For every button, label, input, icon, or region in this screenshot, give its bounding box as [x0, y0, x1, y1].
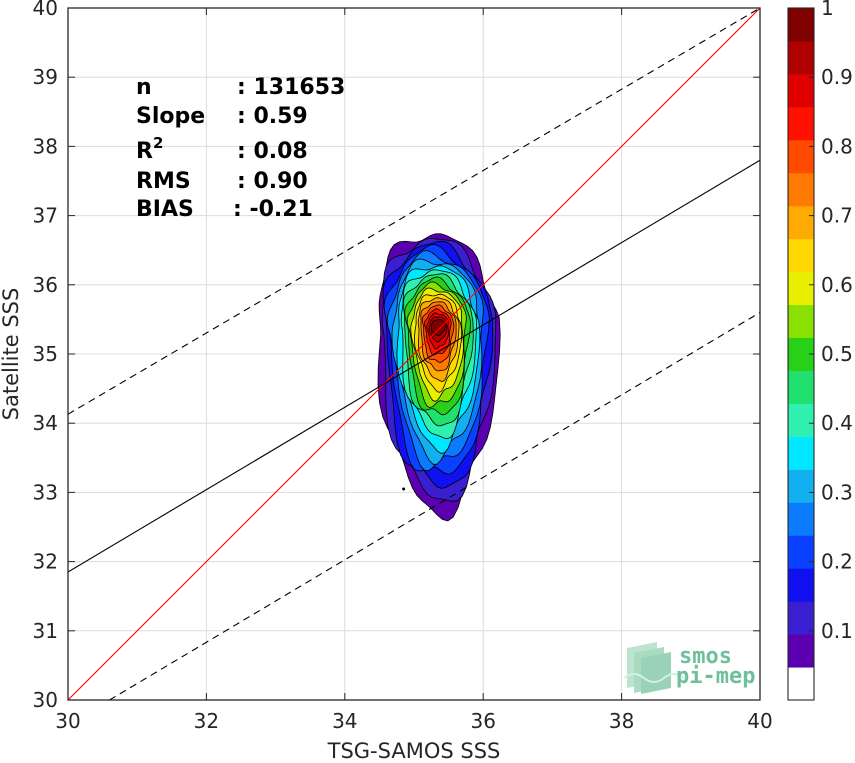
- smos-pi-mep-logo: smos pi-mep: [623, 642, 755, 694]
- x-tick-label: 30: [55, 709, 80, 733]
- stat-r2-value: : 0.08: [237, 139, 308, 164]
- colorbar-segment: [788, 502, 814, 536]
- x-tick-label: 36: [470, 709, 495, 733]
- colorbar-segment: [788, 139, 814, 174]
- colorbar-tick-label: 0.1: [821, 619, 853, 643]
- colorbar-tick-label: 0.2: [821, 550, 853, 574]
- x-tick-label: 32: [194, 709, 219, 733]
- colorbar-segment: [788, 469, 814, 503]
- x-axis-ticks: 30 32 34 36 38 40: [55, 8, 773, 733]
- colorbar-tick-label: 0.7: [821, 204, 853, 228]
- x-tick-label: 40: [747, 709, 772, 733]
- stats-block: n : 131653 Slope : 0.59 R2 : 0.08 RMS : …: [136, 75, 345, 222]
- colorbar-segment: [788, 238, 814, 273]
- y-tick-label: 32: [33, 550, 58, 574]
- colorbar-segment: [788, 271, 814, 306]
- y-tick-label: 35: [33, 342, 58, 366]
- x-axis-label: TSG-SAMOS SSS: [327, 739, 501, 763]
- one-to-one-line: [68, 8, 760, 700]
- regression-line: [68, 159, 760, 573]
- y-tick-label: 38: [33, 134, 58, 158]
- colorbar-segment: [788, 535, 814, 569]
- colorbar-segment: [788, 634, 814, 668]
- x-tick-label: 34: [332, 709, 357, 733]
- colorbar-tick-label: 0.4: [821, 411, 853, 435]
- logo-wave-icon: [623, 642, 685, 694]
- lower-bound-line: [109, 312, 760, 700]
- colorbar-segment: [788, 370, 814, 404]
- stat-r2-label: R2: [136, 134, 163, 164]
- y-axis-label: Satellite SSS: [0, 288, 23, 421]
- colorbar-tick-label: 1: [821, 0, 834, 20]
- stat-bias-label: BIAS: [136, 197, 194, 222]
- y-tick-label: 39: [33, 65, 58, 89]
- colorbar-tick-label: 0.5: [821, 342, 853, 366]
- colorbar-tick-label: 0.9: [821, 65, 853, 89]
- y-tick-label: 33: [33, 480, 58, 504]
- logo-line1: smos: [679, 644, 732, 669]
- colorbar-segment: [788, 601, 814, 635]
- y-tick-label: 31: [33, 619, 58, 643]
- stat-rms-value: : 0.90: [237, 169, 308, 194]
- x-tick-label: 38: [609, 709, 634, 733]
- colorbar-segment: [788, 73, 814, 108]
- colorbar-segment: [788, 667, 814, 701]
- stat-bias-value: : -0.21: [233, 197, 313, 222]
- y-tick-label: 40: [33, 0, 58, 20]
- y-tick-label: 30: [33, 688, 58, 712]
- colorbar-segment: [788, 40, 814, 75]
- density-contours: [377, 233, 501, 522]
- colorbar-segment: [788, 172, 814, 207]
- colorbar-segment: [788, 106, 814, 141]
- colorbar-segment: [788, 403, 814, 437]
- reference-lines: [68, 8, 760, 700]
- logo-line2: pi-mep: [676, 664, 755, 689]
- contour-speck: [402, 487, 406, 491]
- stat-n-label: n: [136, 75, 152, 100]
- y-axis-ticks: 30 31 32 33 34 35 36 37 38 39 40: [33, 0, 760, 712]
- stat-n-value: : 131653: [237, 75, 345, 100]
- stat-r2-sup: 2: [153, 134, 163, 152]
- y-tick-label: 37: [33, 204, 58, 228]
- colorbar-segment: [788, 304, 814, 339]
- colorbar: 0.1 0.2 0.3 0.4 0.5 0.6 0.7 0.8 0.9 1: [787, 0, 853, 701]
- colorbar-tick-label: 0.3: [821, 480, 853, 504]
- upper-bound-line: [68, 8, 760, 415]
- stat-slope-value: : 0.59: [237, 104, 308, 129]
- y-tick-label: 34: [33, 411, 58, 435]
- colorbar-segment: [788, 436, 814, 470]
- stat-slope-label: Slope: [136, 104, 205, 129]
- stat-rms-label: RMS: [136, 169, 191, 194]
- colorbar-segment: [788, 8, 814, 42]
- colorbar-segment: [788, 568, 814, 602]
- contour-level: [430, 319, 446, 337]
- colorbar-segment: [788, 205, 814, 240]
- colorbar-tick-label: 0.6: [821, 273, 853, 297]
- stat-r2-base: R: [136, 139, 153, 164]
- colorbar-tick-label: 0.8: [821, 134, 853, 158]
- y-tick-label: 36: [33, 273, 58, 297]
